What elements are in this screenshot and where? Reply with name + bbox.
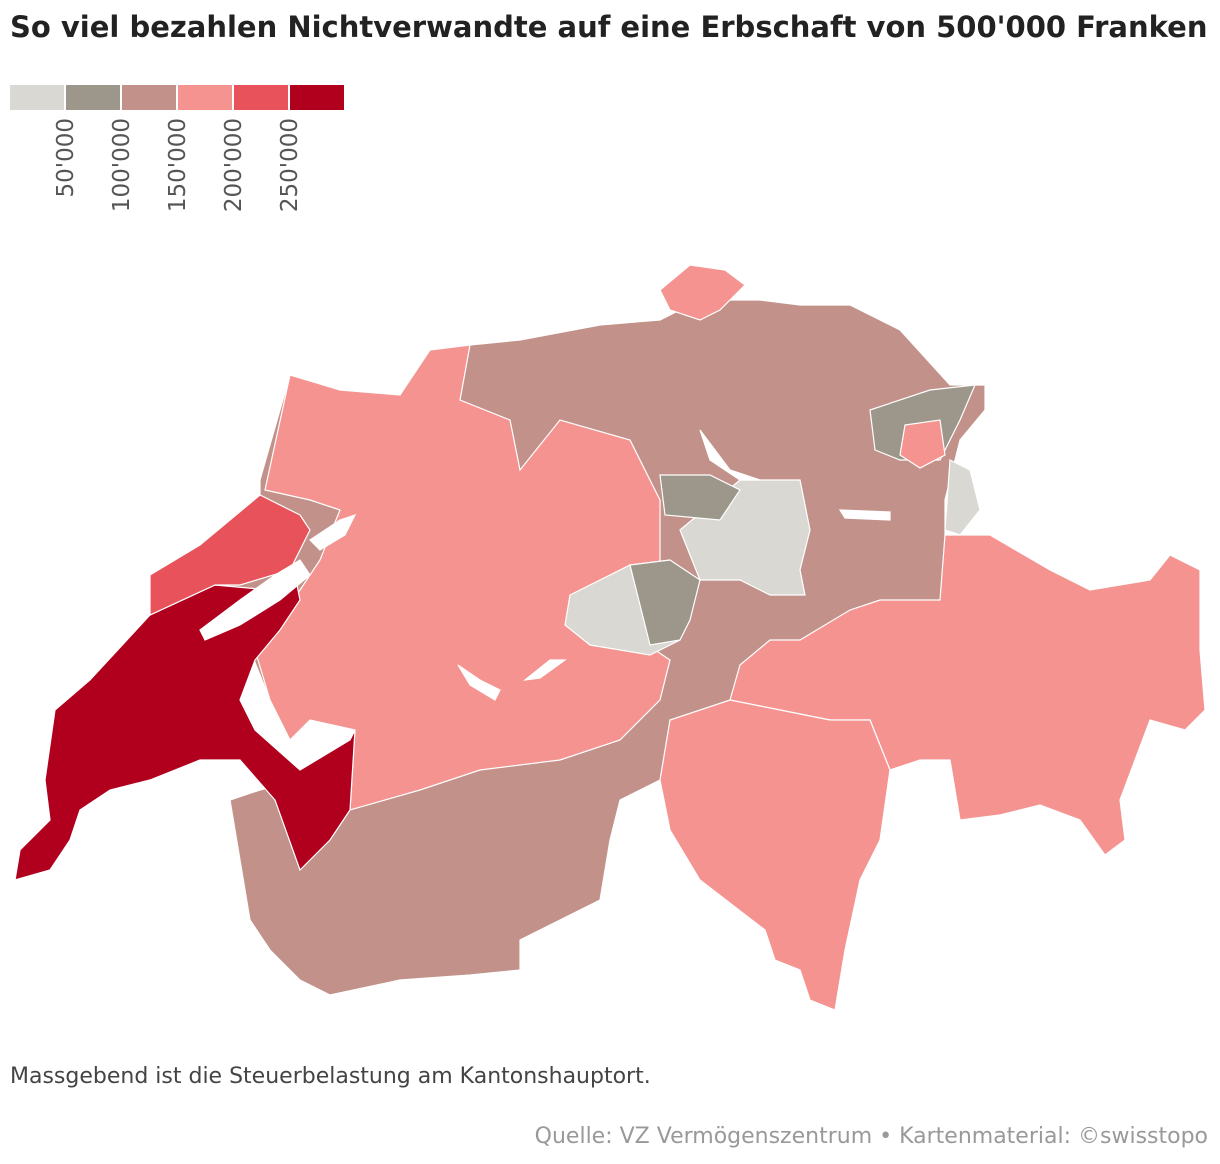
canton [659, 474, 741, 521]
legend-swatch [66, 85, 120, 110]
canton [659, 264, 746, 321]
legend-swatch [122, 85, 176, 110]
canton-map [14, 264, 1206, 1011]
lake [699, 429, 761, 481]
legend-swatch [178, 85, 232, 110]
lake [309, 513, 357, 551]
canton [149, 494, 311, 616]
legend-swatch [234, 85, 288, 110]
source: Quelle: VZ Vermögenszentrum • Kartenmate… [535, 1124, 1208, 1149]
canton [14, 574, 356, 881]
legend-swatch [10, 85, 64, 110]
legend-tick-label: 150'000 [165, 118, 191, 212]
legend-tick-label: 100'000 [109, 118, 135, 212]
legend-tick-label: 200'000 [221, 118, 247, 212]
note: Massgebend ist die Steuerbelastung am Ka… [10, 1064, 651, 1089]
canton [899, 419, 946, 469]
canton [944, 459, 981, 536]
lake [522, 659, 567, 681]
lake [838, 509, 891, 521]
title: So viel bezahlen Nichtverwandte auf eine… [10, 10, 1207, 44]
lake [457, 664, 501, 701]
canton [254, 344, 671, 811]
legend-tick-label: 250'000 [277, 118, 303, 212]
legend-swatch [290, 85, 344, 110]
canton [659, 699, 891, 1011]
legend-tick-label: 50'000 [53, 118, 79, 198]
lake [199, 559, 311, 641]
canton [629, 559, 701, 646]
canton [729, 534, 1206, 856]
